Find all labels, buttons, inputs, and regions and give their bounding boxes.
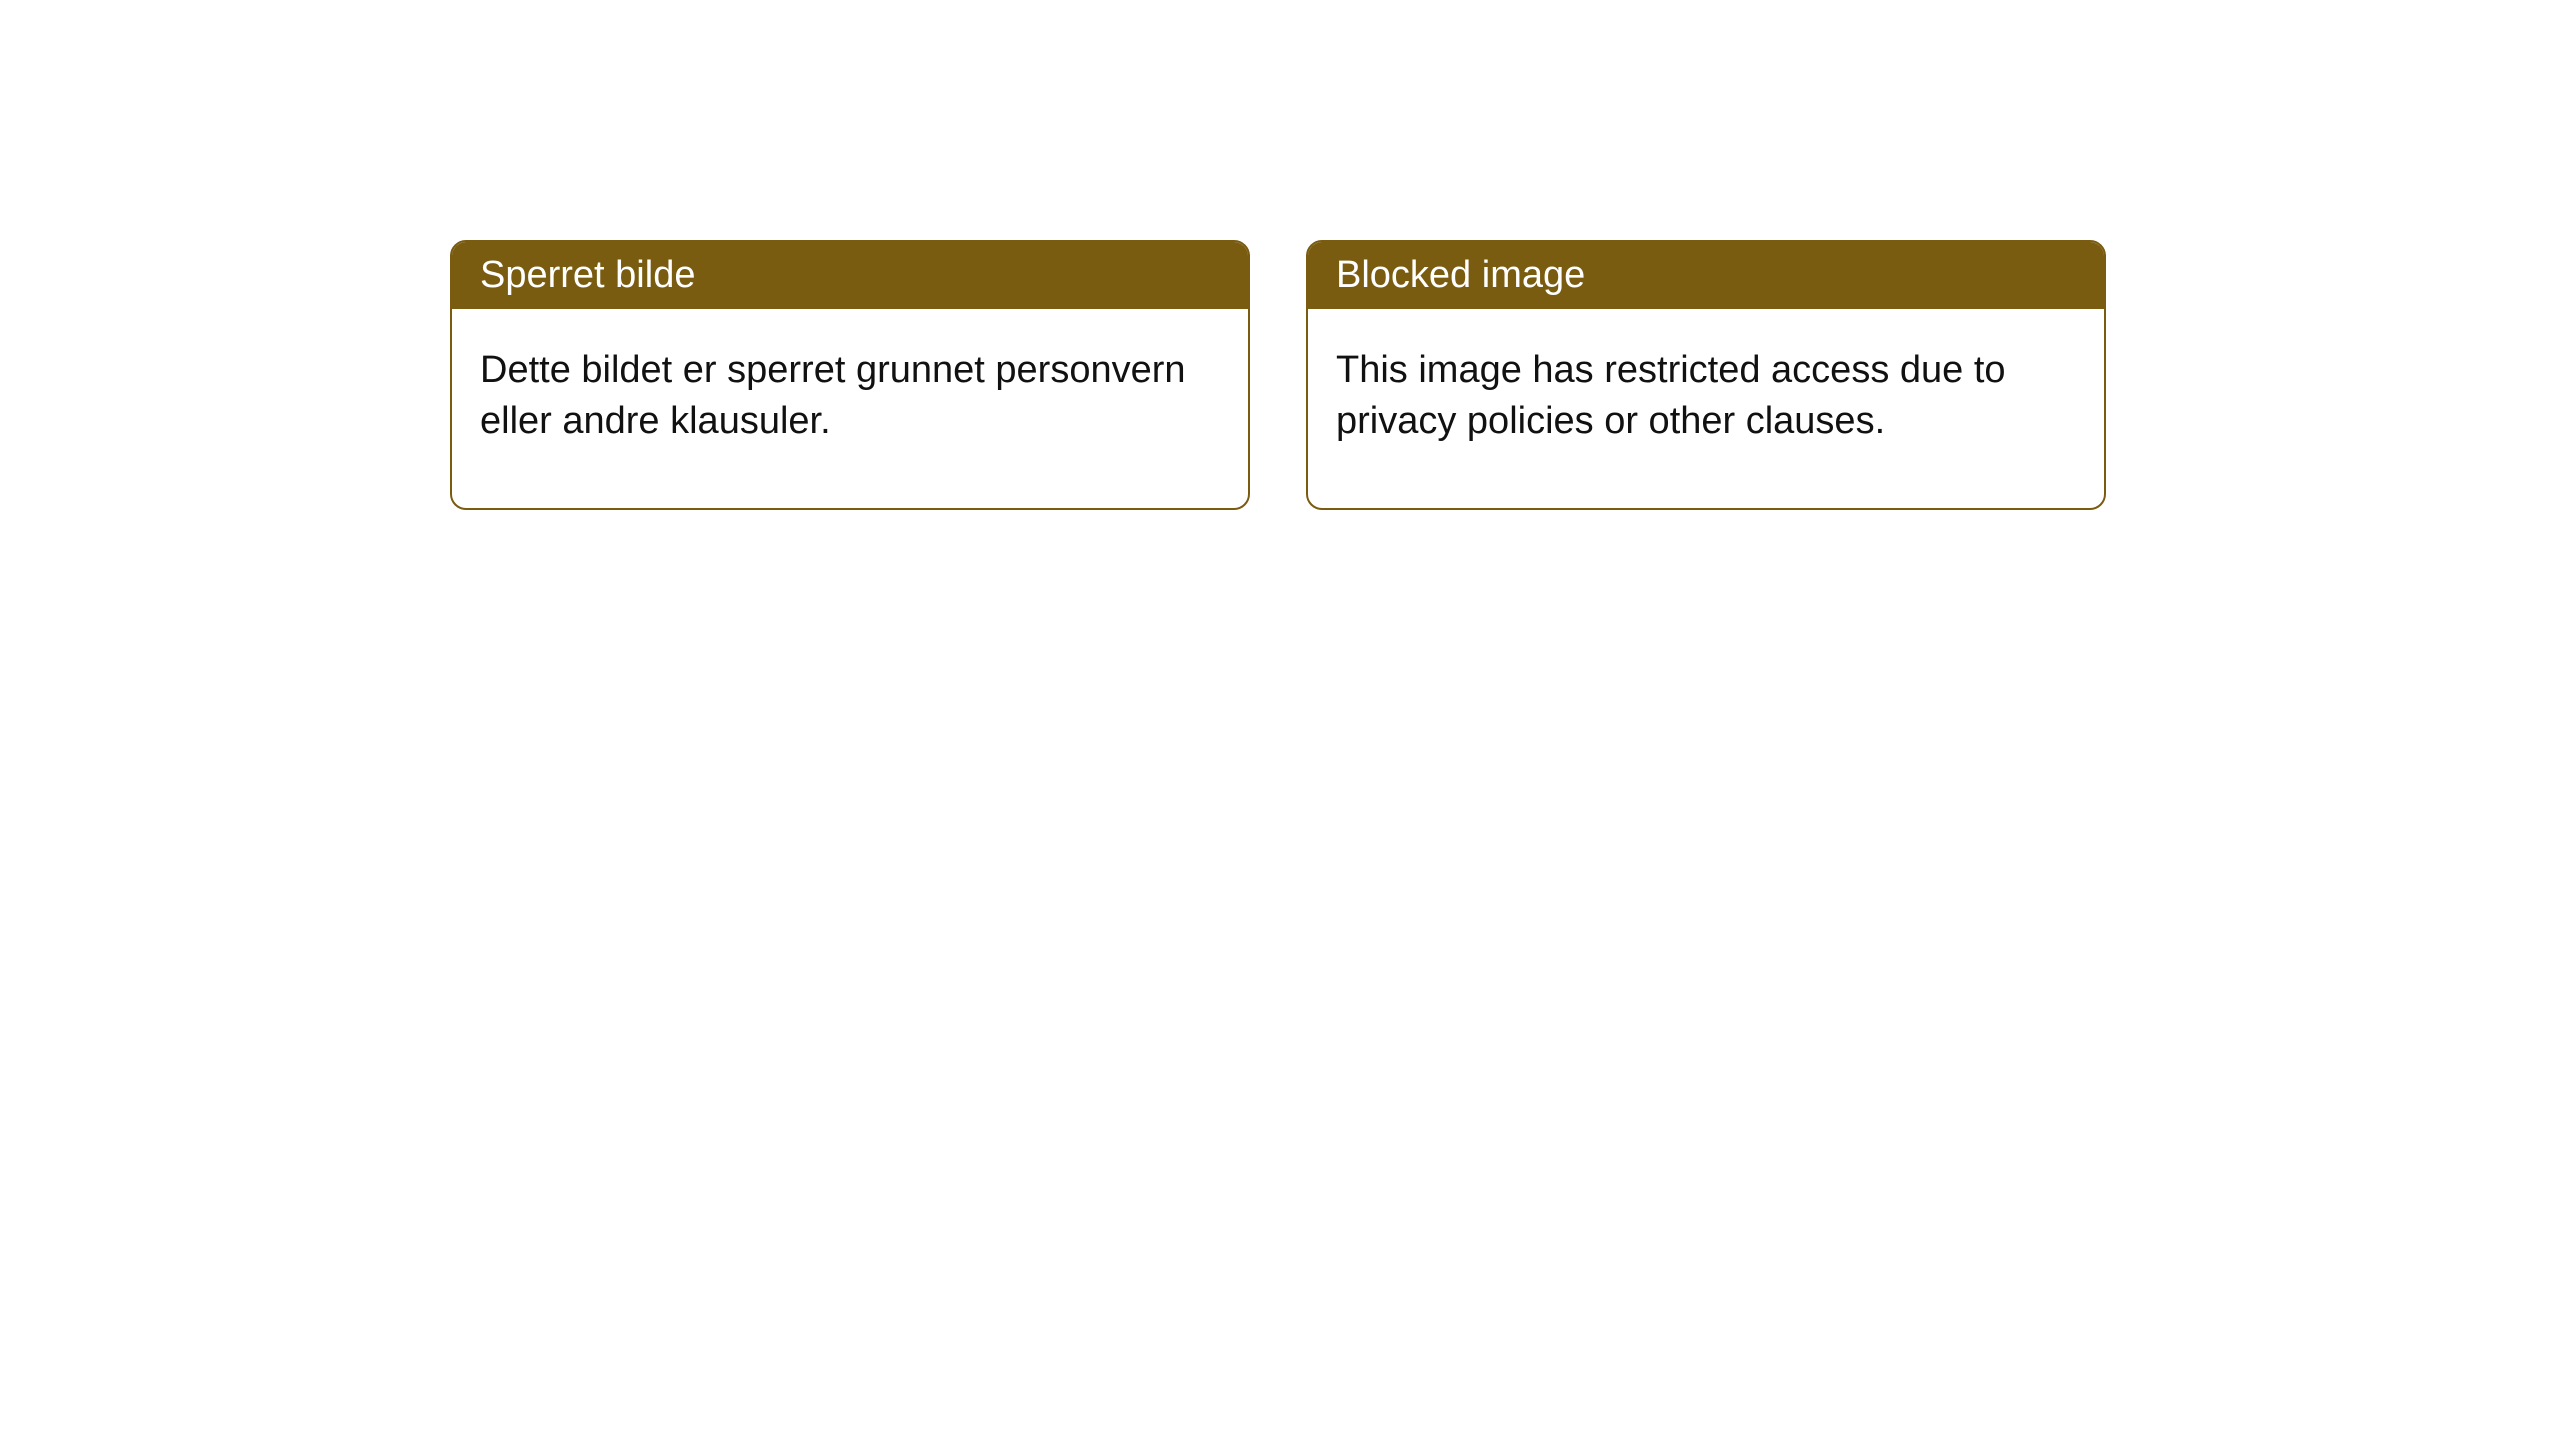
notice-card-en: Blocked image This image has restricted … <box>1306 240 2106 510</box>
notice-container: Sperret bilde Dette bildet er sperret gr… <box>0 0 2560 510</box>
notice-card-no: Sperret bilde Dette bildet er sperret gr… <box>450 240 1250 510</box>
card-body-no: Dette bildet er sperret grunnet personve… <box>452 309 1248 508</box>
card-title: Blocked image <box>1336 254 1585 296</box>
card-body-text: This image has restricted access due to … <box>1336 349 2006 442</box>
card-header-en: Blocked image <box>1308 242 2104 309</box>
card-body-en: This image has restricted access due to … <box>1308 309 2104 508</box>
card-body-text: Dette bildet er sperret grunnet personve… <box>480 349 1186 442</box>
card-title: Sperret bilde <box>480 254 695 296</box>
card-header-no: Sperret bilde <box>452 242 1248 309</box>
